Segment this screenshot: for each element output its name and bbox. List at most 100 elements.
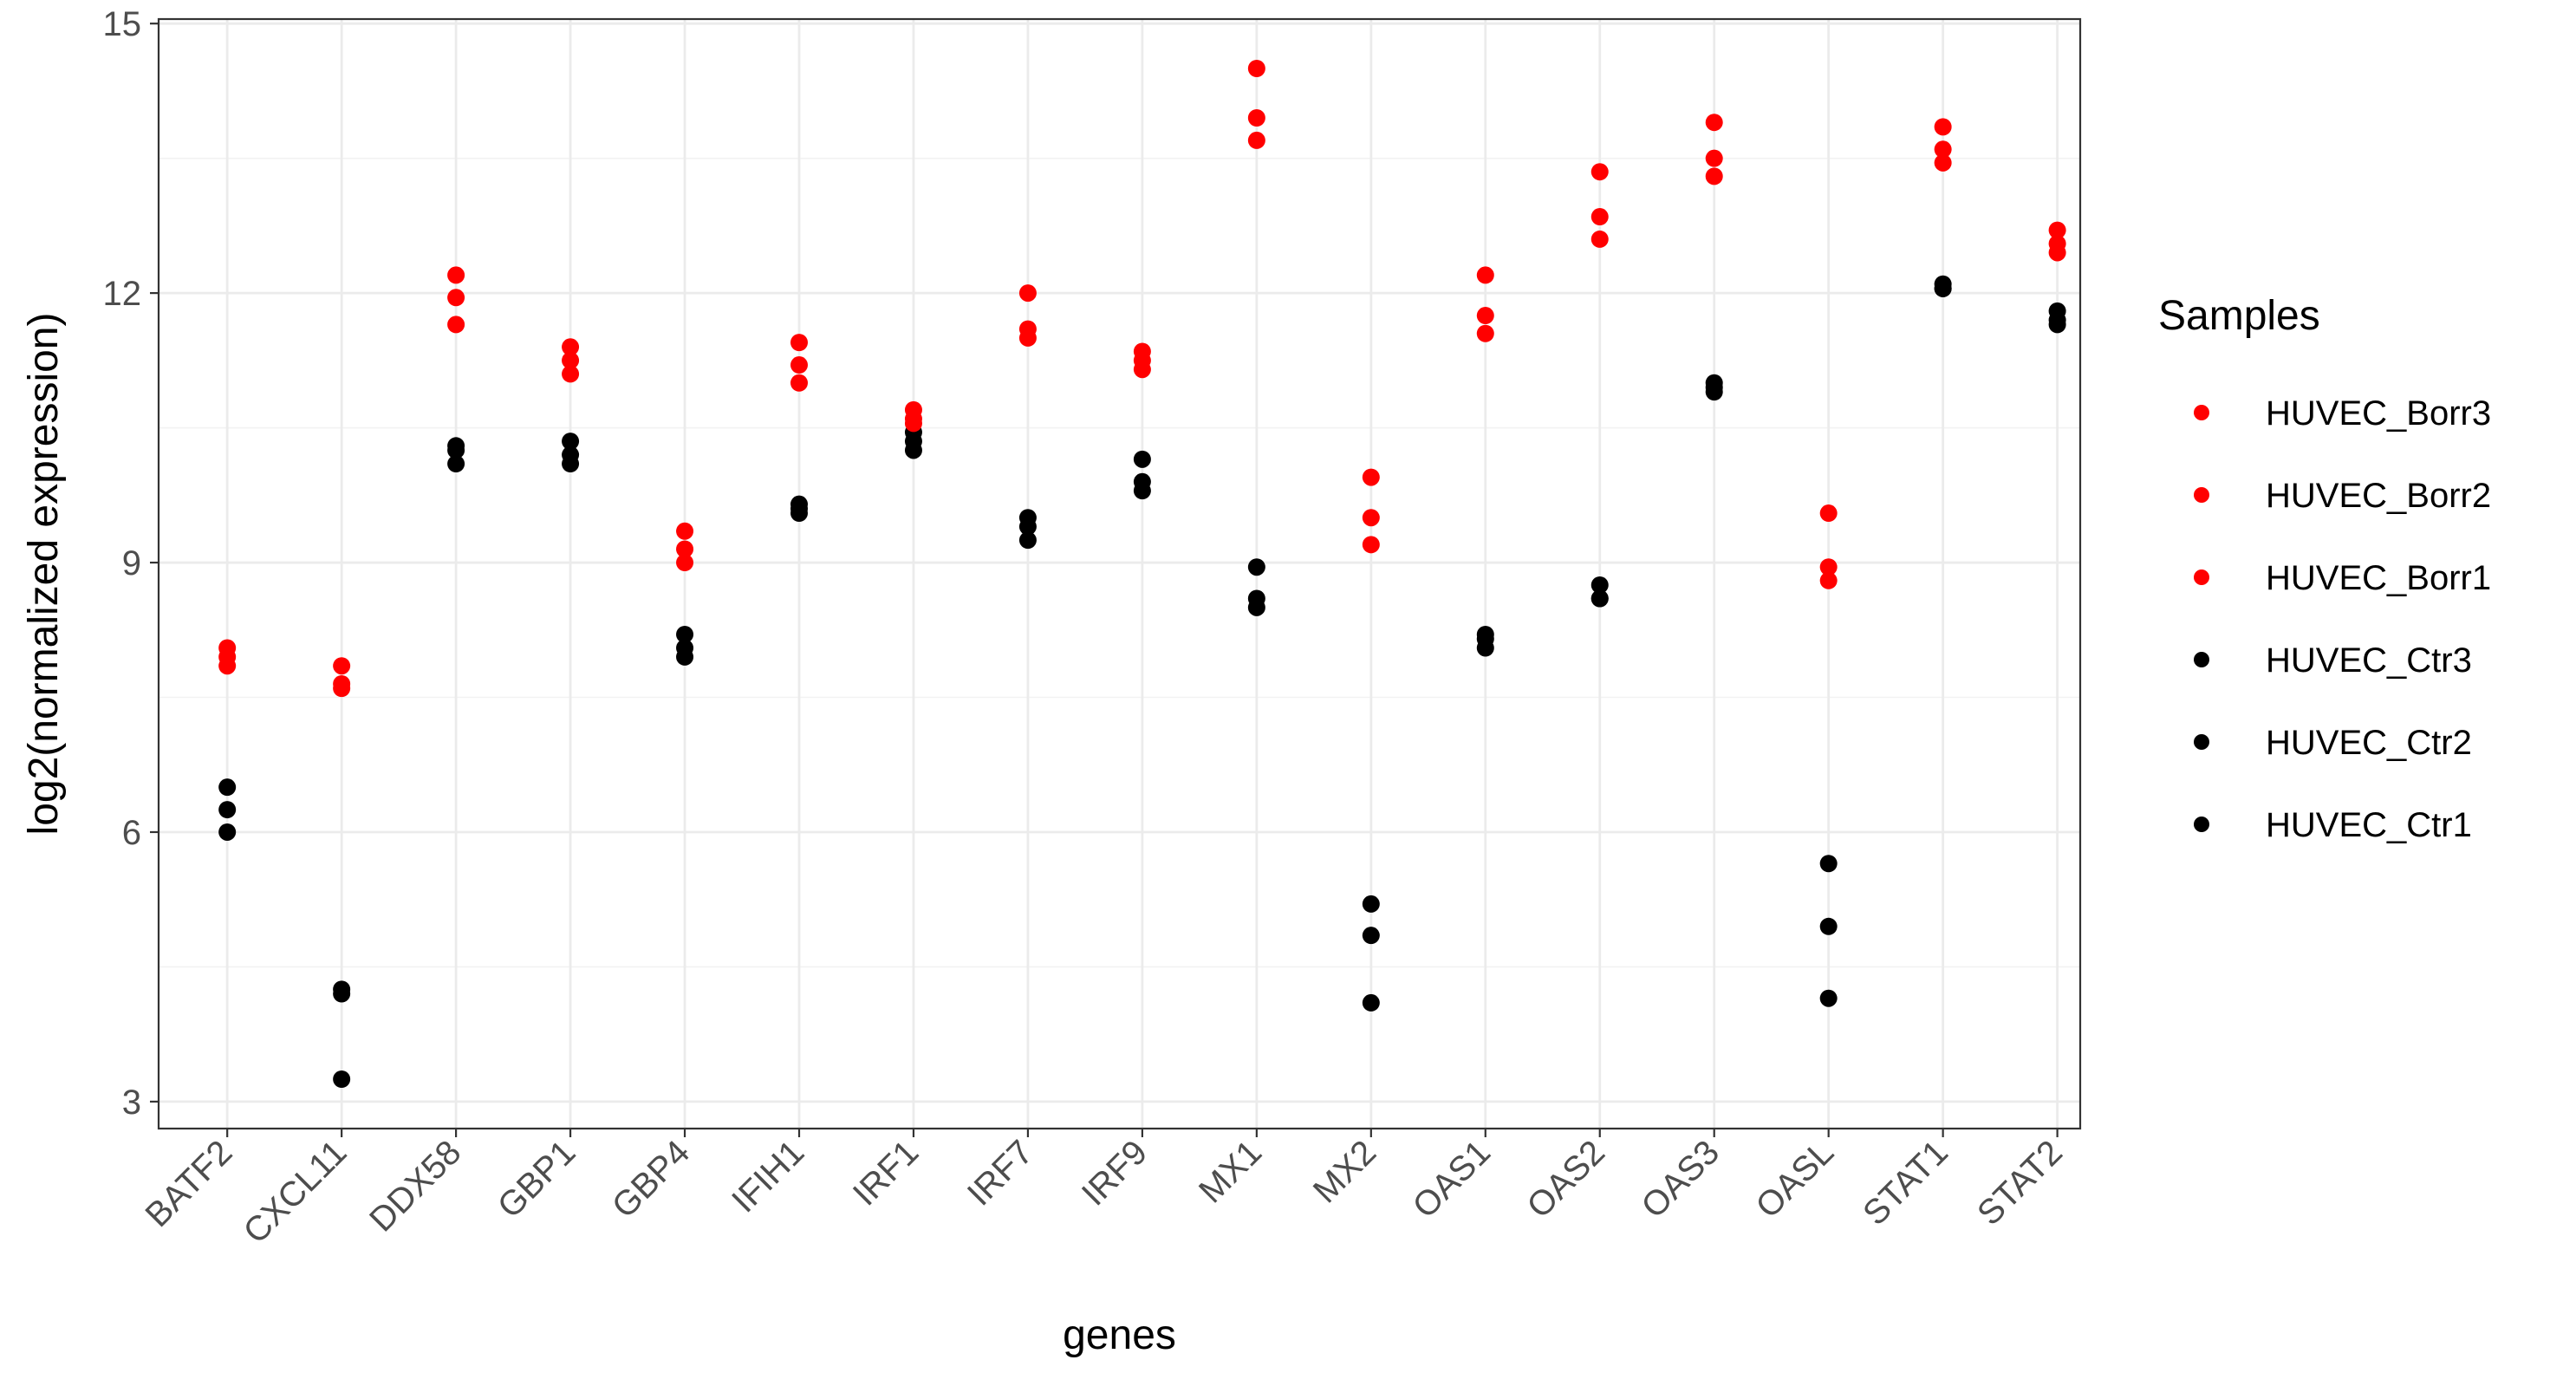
data-point (1819, 855, 1838, 873)
data-point (1934, 140, 1952, 159)
legend-label: HUVEC_Borr1 (2266, 559, 2491, 597)
x-tick-label: OAS2 (1520, 1133, 1613, 1226)
grid-minor (159, 157, 2080, 968)
y-axis: 3 6 9 12 15 (103, 5, 159, 1122)
data-point (562, 433, 580, 451)
x-tick-label: IRF1 (846, 1133, 926, 1213)
data-point (447, 316, 465, 334)
x-tick-label: IRF9 (1075, 1133, 1155, 1213)
data-point (1133, 342, 1151, 361)
data-point (1018, 284, 1037, 303)
data-point (676, 540, 694, 558)
data-point (1247, 131, 1265, 149)
data-point (218, 778, 237, 797)
data-point (676, 639, 694, 657)
data-point (333, 980, 351, 999)
data-point (2048, 221, 2066, 239)
y-axis-title: log2(normalized expression) (21, 313, 67, 836)
data-point (1819, 989, 1838, 1007)
data-point (1018, 509, 1037, 527)
data-point (447, 289, 465, 307)
data-point (1362, 468, 1380, 486)
data-point (1476, 307, 1494, 325)
data-point (1247, 589, 1265, 608)
data-point (790, 495, 808, 513)
data-point (1934, 275, 1952, 293)
y-tick-label: 9 (122, 544, 141, 582)
x-tick-label: IFIH1 (725, 1133, 811, 1220)
data-point (1362, 895, 1380, 913)
legend-key (2194, 569, 2209, 585)
data-point (1247, 109, 1265, 127)
data-point (562, 351, 580, 369)
data-point (1362, 927, 1380, 945)
data-point (1705, 114, 1723, 132)
data-point (1934, 153, 1952, 172)
legend-label: HUVEC_Borr3 (2266, 394, 2491, 433)
data-point (1018, 320, 1037, 338)
data-point (676, 625, 694, 643)
y-tick-label: 3 (122, 1083, 141, 1122)
data-point (790, 334, 808, 352)
x-tick-label: OASL (1748, 1133, 1841, 1226)
data-point (218, 823, 237, 841)
grid-major (159, 19, 2080, 1129)
x-tick-label: GBP4 (605, 1133, 698, 1226)
x-tick-label: BATF2 (139, 1133, 240, 1234)
legend: Samples HUVEC_Borr3 HUVEC_Borr2 HUVEC_Borr… (2158, 293, 2491, 844)
data-point (1590, 230, 1609, 248)
data-point (676, 522, 694, 540)
legend-title: Samples (2158, 293, 2320, 339)
data-point (1819, 504, 1838, 523)
x-axis-title: genes (1063, 1312, 1176, 1358)
y-tick-label: 12 (103, 275, 142, 313)
legend-key (2194, 817, 2209, 832)
data-point (1133, 450, 1151, 468)
legend-label: HUVEC_Ctr1 (2266, 806, 2472, 844)
y-tick-label: 15 (103, 5, 142, 43)
legend-key (2194, 652, 2209, 667)
data-point (218, 639, 237, 657)
data-point (447, 455, 465, 473)
x-tick-label: DDX58 (362, 1133, 468, 1239)
data-point (790, 356, 808, 374)
x-tick-label: MX2 (1306, 1133, 1383, 1210)
data-point (1590, 208, 1609, 226)
y-tick-label: 6 (122, 814, 141, 852)
data-point (1362, 509, 1380, 527)
data-point (1476, 625, 1494, 643)
data-point (1247, 60, 1265, 78)
data-point (562, 446, 580, 464)
x-tick-label: MX1 (1192, 1133, 1269, 1210)
data-point (333, 1070, 351, 1088)
data-point (1819, 558, 1838, 576)
data-point (790, 374, 808, 392)
data-point (562, 365, 580, 383)
data-point (447, 266, 465, 284)
data-point (1476, 324, 1494, 342)
data-point (562, 338, 580, 356)
data-point (218, 801, 237, 819)
data-point (1247, 558, 1265, 576)
data-point (1590, 576, 1609, 594)
legend-label: HUVEC_Ctr3 (2266, 641, 2472, 680)
legend-label: HUVEC_Borr2 (2266, 477, 2491, 515)
data-point (1362, 536, 1380, 554)
data-point (1362, 993, 1380, 1012)
data-point (1590, 589, 1609, 608)
data-point (676, 554, 694, 572)
data-point (1705, 374, 1723, 392)
x-tick-label: IRF7 (960, 1133, 1040, 1213)
data-point (1705, 167, 1723, 185)
x-tick-label: CXCL11 (237, 1133, 355, 1251)
x-tick-label: STAT2 (1970, 1133, 2070, 1233)
x-tick-label: OAS1 (1406, 1133, 1499, 1226)
data-points (218, 60, 2066, 1088)
data-point (1705, 149, 1723, 167)
panel-border (157, 17, 2082, 1130)
data-point (333, 657, 351, 675)
data-point (1018, 531, 1037, 550)
x-tick-label: STAT1 (1856, 1133, 1955, 1233)
data-point (447, 437, 465, 455)
